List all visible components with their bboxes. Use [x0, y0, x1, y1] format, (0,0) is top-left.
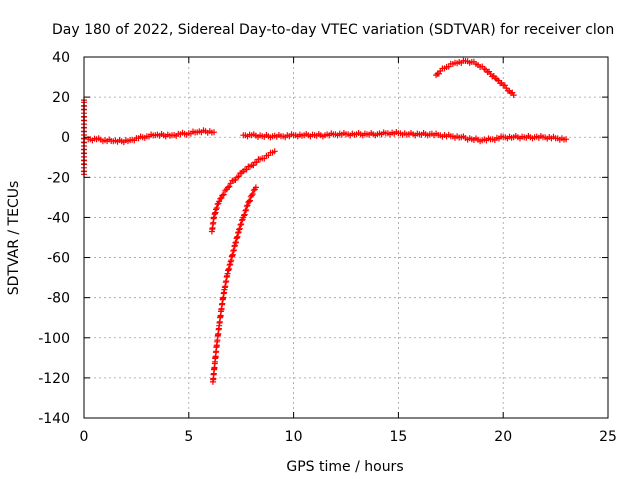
data-point	[226, 183, 233, 190]
y-tick-label: -40	[47, 210, 70, 226]
y-tick-label: -60	[47, 251, 70, 267]
data-point	[242, 207, 249, 214]
data-point	[220, 191, 227, 198]
y-tick-label: -20	[47, 170, 70, 186]
data-point	[510, 92, 517, 99]
data-point	[236, 225, 243, 232]
data-point	[235, 173, 242, 180]
y-tick-label: 20	[52, 90, 70, 106]
data-point	[222, 187, 229, 194]
x-tick-label: 15	[389, 429, 407, 445]
data-point	[237, 221, 244, 228]
data-point	[248, 192, 255, 199]
data-point	[252, 184, 259, 191]
series-1	[85, 127, 217, 146]
data-point	[243, 203, 250, 210]
y-tick-label: -80	[47, 291, 70, 307]
y-tick-label: -120	[38, 371, 70, 387]
x-tick-label: 10	[285, 429, 303, 445]
data-point	[211, 129, 217, 136]
data-point	[244, 202, 251, 209]
data-point	[217, 195, 224, 202]
data-point	[247, 197, 253, 204]
series-4	[209, 184, 259, 385]
x-tick-label: 25	[599, 429, 617, 445]
chart-title: Day 180 of 2022, Sidereal Day-to-day VTE…	[52, 22, 614, 38]
series-5	[433, 57, 517, 99]
x-tick-label: 5	[184, 429, 193, 445]
plot-frame	[83, 56, 609, 419]
data-point	[236, 226, 243, 233]
x-tick-label: 0	[80, 429, 89, 445]
y-tick-label: -100	[38, 331, 70, 347]
data-point	[241, 212, 247, 219]
data-point	[213, 205, 220, 211]
y-tick-label: 0	[61, 130, 70, 146]
data-point	[249, 191, 256, 197]
data-point	[563, 136, 570, 143]
series-2	[240, 129, 570, 145]
grid	[84, 57, 608, 418]
y-tick-label: -140	[38, 411, 70, 427]
axis-ticks: 0 5 10 15 20 25 -140 -120 -100 -80 -60 -40 -20 0 20 40	[38, 50, 617, 445]
x-tick-label: 20	[494, 429, 512, 445]
data-point	[238, 221, 245, 228]
x-axis-label: GPS time / hours	[286, 459, 403, 475]
data-point	[271, 148, 278, 155]
y-axis-label: SDTVAR / TECUs	[6, 181, 22, 296]
data-point	[246, 198, 253, 205]
data-point	[243, 207, 250, 213]
y-tick-label: 40	[52, 50, 70, 66]
series-3	[208, 148, 278, 235]
data-series	[81, 57, 570, 385]
data-point	[241, 211, 248, 218]
